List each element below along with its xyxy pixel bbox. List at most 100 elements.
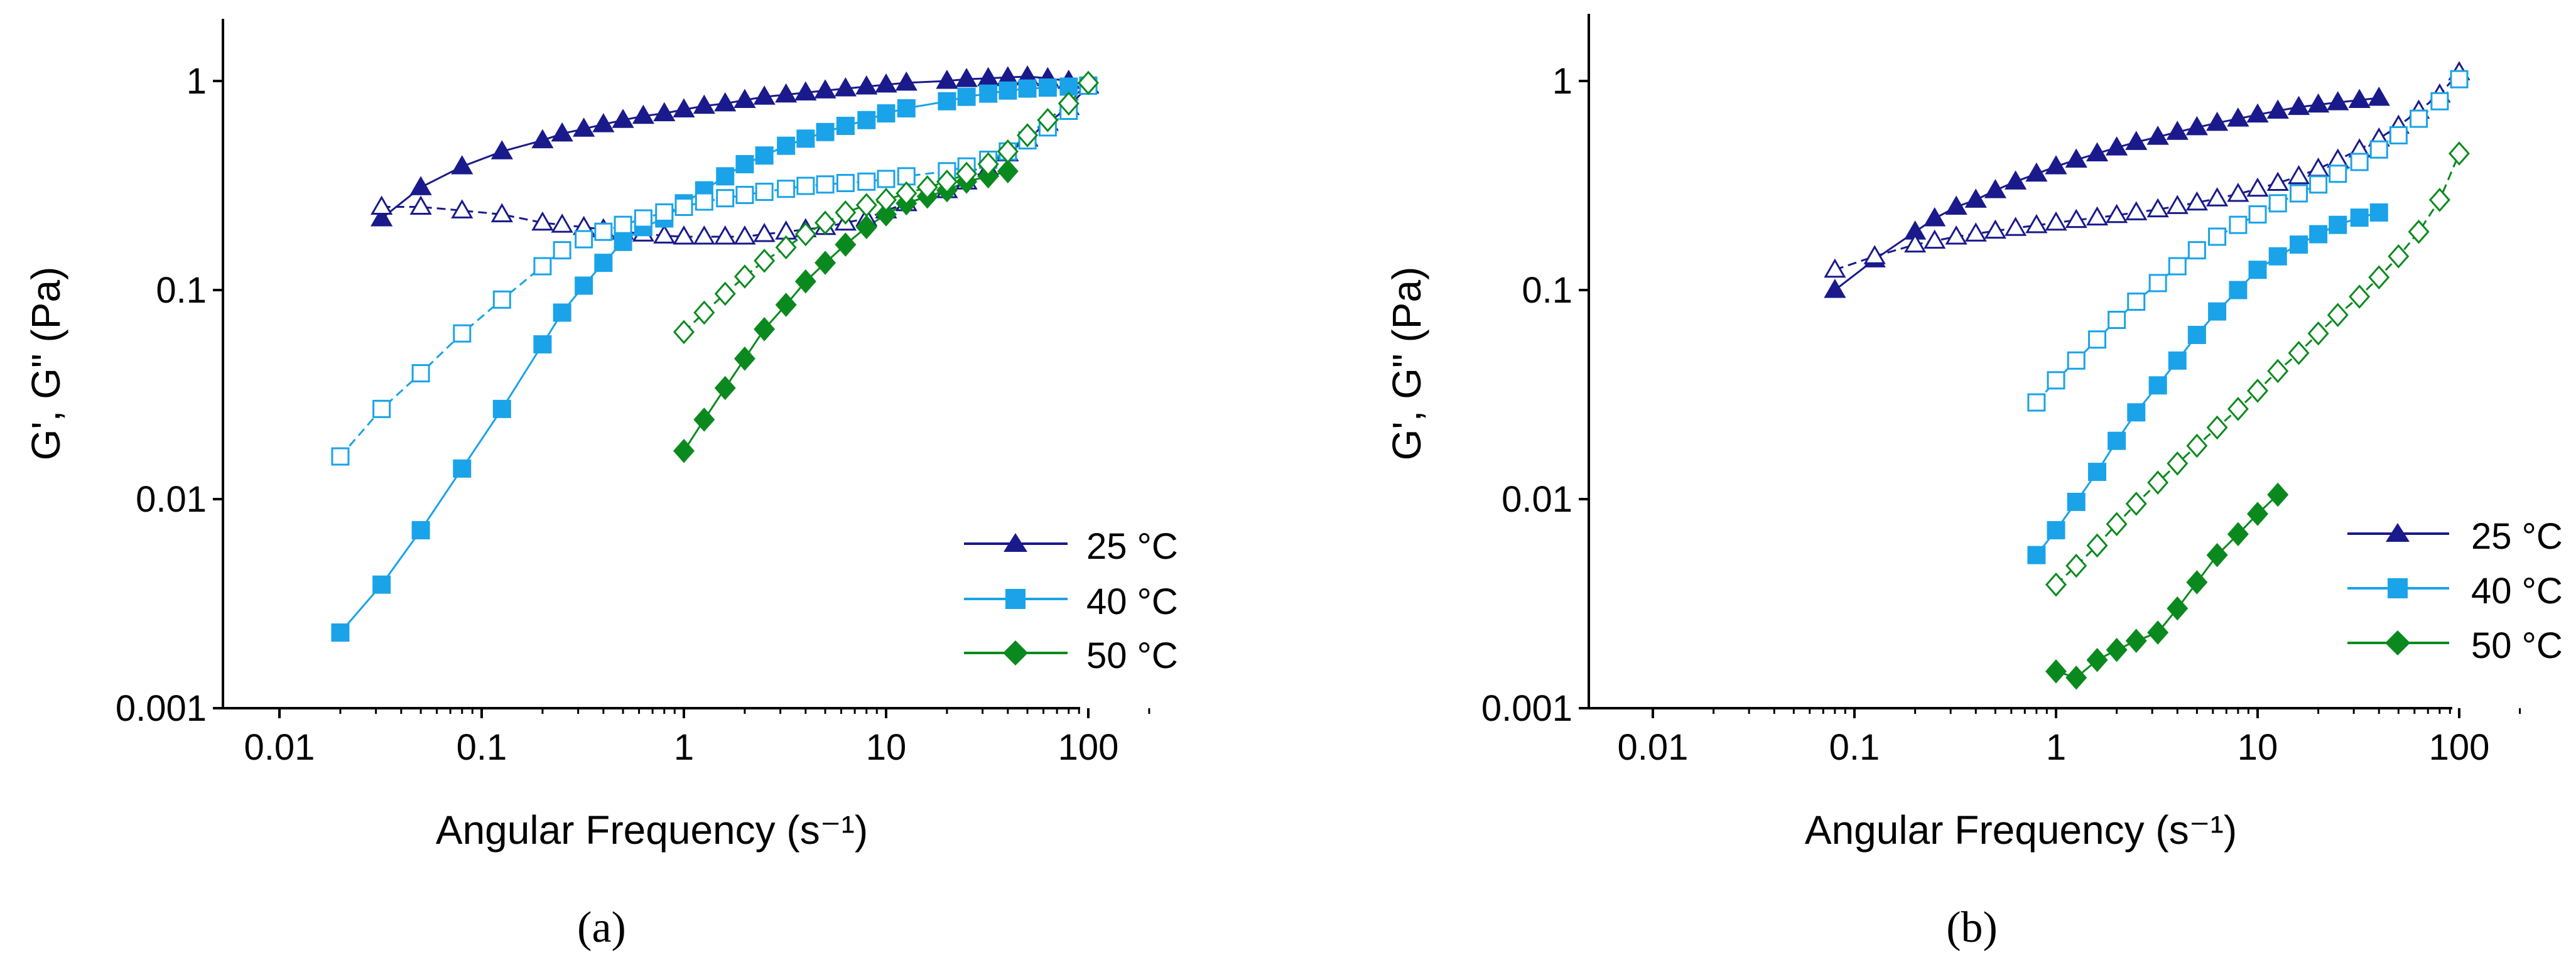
y-tick-labels: 0.001 0.01 0.1 1 (116, 61, 207, 729)
data-point (777, 136, 796, 155)
data-point (2168, 351, 2187, 370)
data-points (1824, 61, 2470, 690)
data-point (575, 276, 593, 295)
legend-label-40c: 40 °C (2471, 571, 2563, 612)
data-point (2267, 358, 2289, 384)
data-point (755, 183, 774, 202)
data-point (2227, 522, 2249, 547)
x-tick-labels: 0.01 0.1 1 10 100 (244, 727, 1119, 768)
data-point (673, 438, 695, 463)
y-tick-label: 0.1 (1522, 270, 1572, 311)
data-point (896, 181, 917, 206)
data-point (451, 155, 474, 175)
data-point (897, 99, 916, 118)
x-tick-label: 0.1 (457, 727, 507, 768)
data-point (2246, 379, 2269, 403)
data-point (2307, 93, 2330, 113)
data-point (695, 192, 713, 211)
data-point (855, 193, 877, 217)
data-point (2185, 116, 2208, 136)
data-point (857, 172, 876, 191)
data-point (735, 155, 754, 174)
data-point (895, 71, 917, 91)
axis-ticks (1579, 80, 2521, 718)
data-point (551, 122, 573, 142)
data-point (453, 324, 472, 343)
data-point (2268, 247, 2287, 266)
data-point (2147, 470, 2169, 495)
data-point (2027, 393, 2046, 412)
data-point (409, 195, 432, 215)
data-point (612, 109, 634, 128)
data-point (875, 202, 897, 227)
data-point (2086, 142, 2109, 161)
data-point (2148, 376, 2167, 395)
legend-label-50c: 50 °C (1086, 635, 1178, 676)
x-tick-label: 0.01 (1618, 727, 1689, 768)
data-point (592, 113, 615, 132)
data-point (693, 225, 715, 245)
data-point (998, 81, 1017, 100)
data-point (492, 290, 511, 309)
data-point (2065, 666, 2087, 690)
data-point (2106, 136, 2128, 156)
data-point (2388, 244, 2410, 269)
data-point (674, 197, 693, 216)
data-point (836, 174, 855, 193)
data-point (2148, 274, 2167, 293)
data-point (836, 116, 855, 135)
data-point (2410, 109, 2428, 128)
data-point (2125, 628, 2147, 653)
data-point (2229, 281, 2248, 299)
y-tick-label: 1 (187, 61, 207, 102)
data-point (2329, 215, 2347, 234)
data-point (816, 122, 835, 141)
data-point (794, 269, 816, 294)
data-point (490, 203, 513, 223)
data-point (877, 170, 896, 188)
data-point (2167, 596, 2189, 621)
x-tick-label: 10 (2238, 727, 2278, 768)
data-point (816, 175, 835, 194)
data-point (977, 152, 999, 176)
data-point (673, 98, 695, 118)
data-point (2290, 235, 2308, 254)
data-point (1018, 79, 1037, 98)
data-point (632, 104, 654, 124)
data-point (2067, 351, 2086, 370)
panel-label-a: (a) (577, 903, 626, 952)
data-point (2206, 542, 2228, 568)
data-point (794, 81, 817, 100)
data-point (1863, 245, 1886, 264)
data-point (916, 175, 938, 200)
data-point (955, 68, 978, 87)
legend-label-25c: 25 °C (1086, 526, 1178, 567)
data-point (1824, 278, 1846, 298)
data-point (1904, 233, 1927, 253)
data-point (553, 241, 571, 260)
data-point (1964, 222, 1987, 242)
data-point (594, 254, 613, 272)
data-point (2004, 170, 2027, 190)
legend-label-25c: 25 °C (2471, 516, 2563, 557)
data-point (2125, 131, 2148, 150)
data-point (1077, 70, 1100, 95)
data-point (1984, 179, 2006, 198)
data-point (655, 203, 674, 222)
data-point (409, 176, 432, 195)
data-point (2448, 141, 2470, 166)
data-point (531, 129, 554, 149)
data-point (2227, 397, 2249, 421)
data-point (2065, 148, 2087, 168)
data-point (2369, 140, 2388, 159)
data-point (492, 399, 511, 418)
data-point (714, 375, 736, 401)
data-point (2348, 89, 2371, 108)
data-point (835, 232, 857, 257)
data-point (553, 303, 571, 322)
legend-marker-diamond (1003, 640, 1028, 666)
data-point (877, 104, 896, 123)
data-point (1017, 123, 1039, 148)
data-point (331, 623, 350, 642)
